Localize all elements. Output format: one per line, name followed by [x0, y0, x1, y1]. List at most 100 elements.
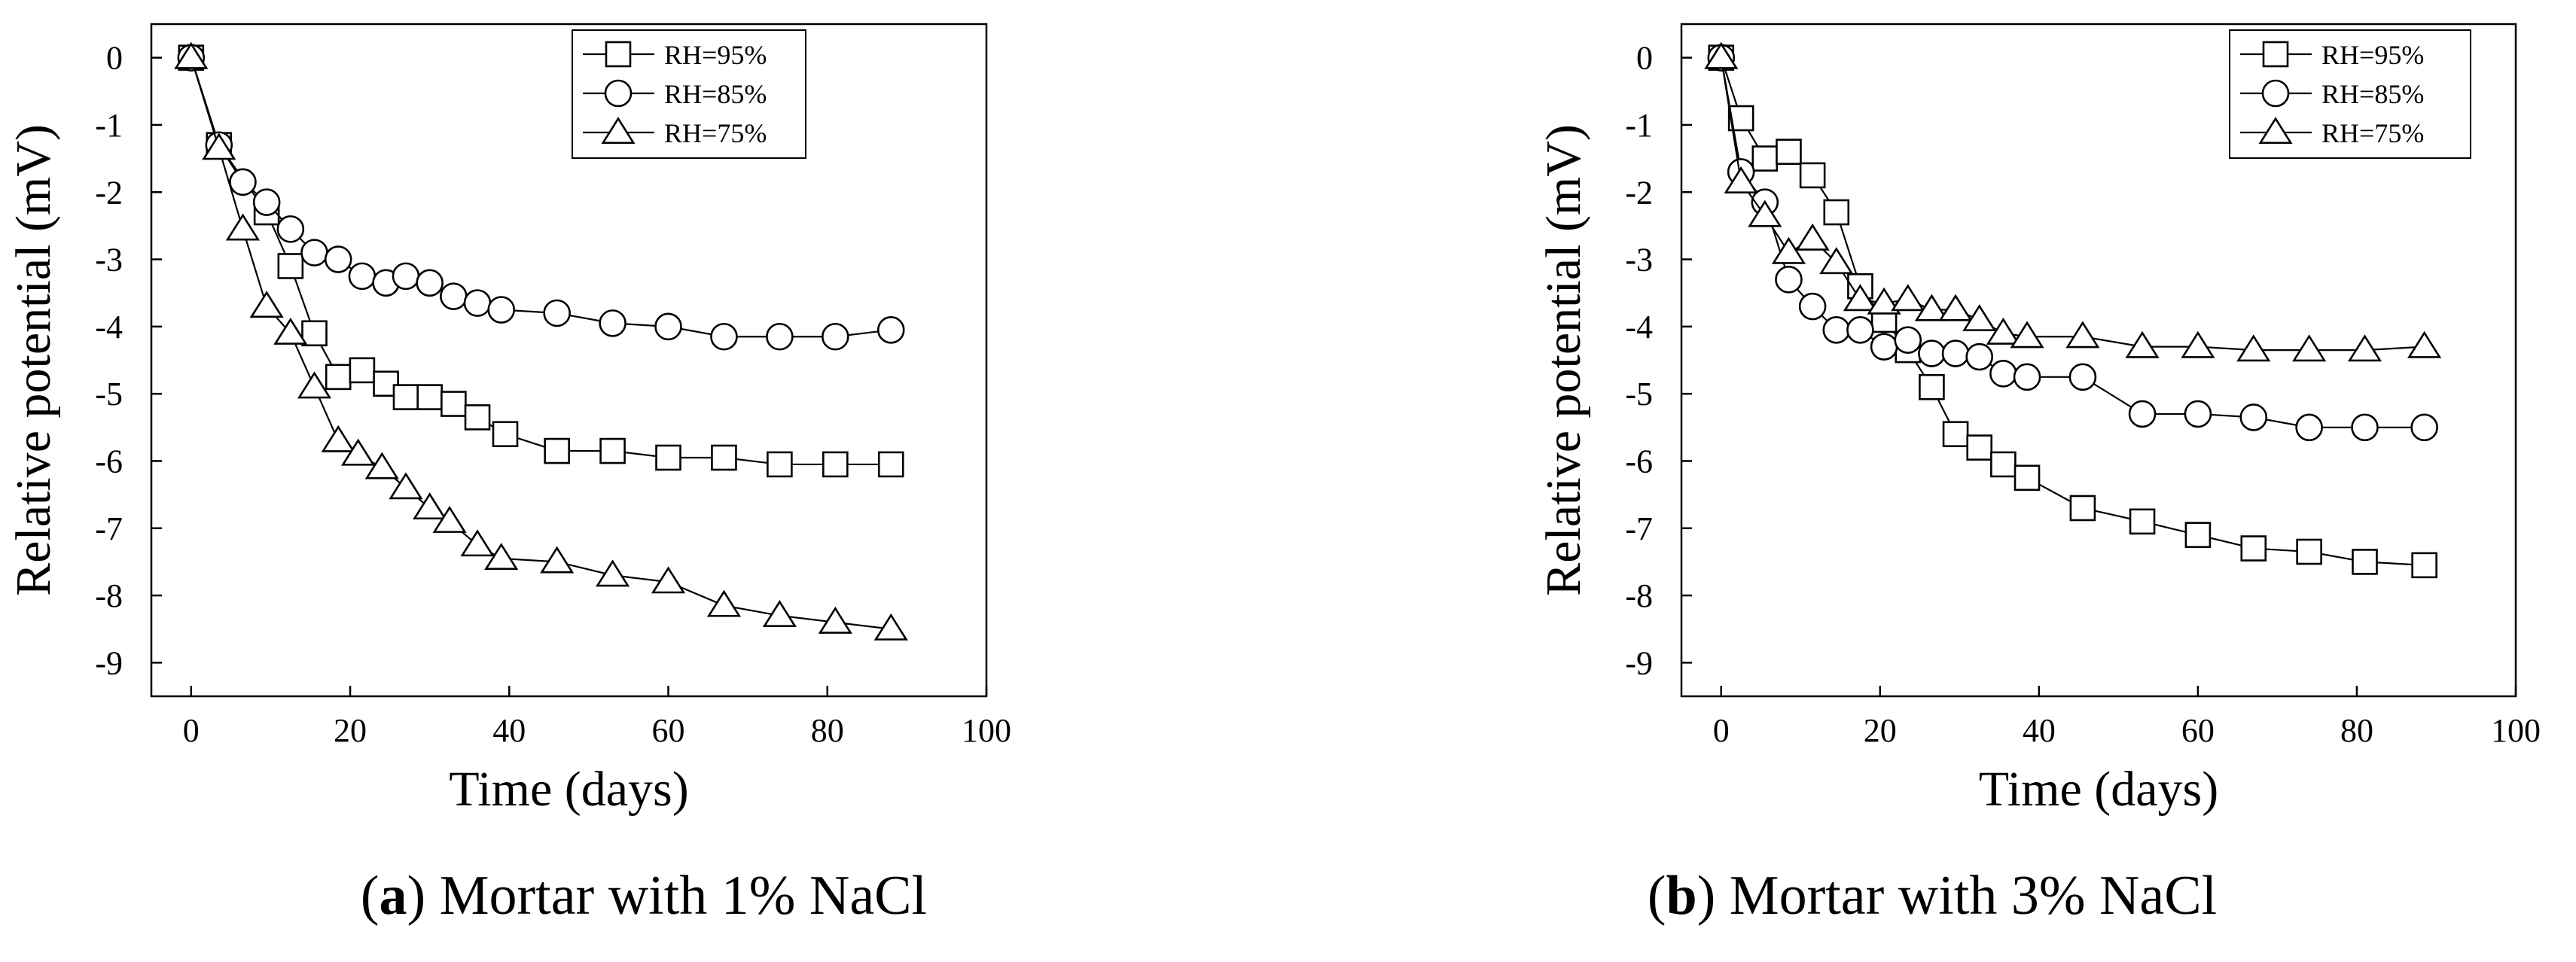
chart-b-series-square [1708, 44, 2437, 579]
chart-b-data-point [1799, 162, 1826, 189]
chart-a-caption-text: Mortar with 1% NaCl [439, 865, 928, 927]
chart-a-data-point [599, 309, 626, 337]
chart-a-legend-label: RH=75% [664, 118, 767, 148]
chart-b-legend-label: RH=95% [2321, 40, 2424, 70]
chart-b-y-axis-title: Relative potential (mV) [1536, 124, 1591, 596]
chart-a-data-point [324, 245, 352, 273]
chart-a-data-point [595, 559, 630, 587]
chart-b-data-point [1704, 41, 1739, 69]
chart-a-data-point [297, 371, 332, 399]
chart-b-data-point [1870, 333, 1898, 361]
chart-a-data-point [463, 289, 492, 317]
chart-b-data-point [1751, 145, 1779, 172]
chart-b-y-tick-label: -1 [1625, 107, 1653, 144]
chart-a-legend-marker [601, 117, 636, 145]
chart-b-data-point [2411, 552, 2437, 579]
chart-b-data-point [1867, 287, 1901, 315]
chart-b-data-point [1919, 373, 1945, 400]
chart-b-data-point [2351, 413, 2379, 442]
chart-b-y-tick-label: -8 [1625, 577, 1653, 614]
chart-b-data-point [2129, 508, 2156, 535]
chart-b-x-tick-label: 20 [1864, 712, 1897, 749]
chart-a-data-point [487, 296, 516, 324]
chart-b-data-point [1942, 421, 1969, 448]
chart-b-data-point [2296, 538, 2322, 565]
chart-a-data-point [432, 505, 467, 533]
chart-b-y-tick-label: -7 [1625, 510, 1653, 547]
chart-b-data-point [2128, 400, 2157, 428]
chart-b-data-point [1846, 316, 1874, 344]
chart-b-caption: (b) Mortar with 3% NaCl [1647, 865, 2218, 927]
chart-b-legend: RH=95% RH=85% RH=75% [2229, 29, 2471, 159]
chart-panel-a: 0 20 40 60 80 100 0 -1 -2 -3 -4 -5 -6 -7 -8 -9 Time (day… [6, 23, 1011, 927]
chart-b-data-point [1891, 284, 1925, 312]
chart-a-data-point [599, 437, 626, 464]
chart-b-legend-label: RH=75% [2321, 118, 2424, 148]
chart-b-data-point [2407, 330, 2442, 358]
chart-a-legend-label: RH=85% [664, 79, 767, 109]
chart-b-data-point [1775, 266, 1803, 294]
chart-a-data-point [341, 438, 376, 466]
chart-b-caption-text: Mortar with 3% NaCl [1729, 865, 2218, 927]
chart-a-data-point [818, 606, 852, 634]
chart-b-legend-marker [2261, 79, 2290, 108]
chart-b-data-point [1823, 199, 1850, 226]
chart-panel-b: 0 20 40 60 80 100 0 -1 -2 -3 -4 -5 -6 -7 -8 -9 Time (day… [1288, 0, 2576, 962]
chart-a-y-tick-label: -5 [95, 376, 123, 413]
chart-a-y-tick-label: -8 [95, 577, 123, 614]
chart-a-data-point [321, 425, 355, 452]
chart-a-data-point [876, 316, 905, 344]
chart-a-data-point [651, 566, 686, 594]
chart-b-data-point [2295, 413, 2323, 442]
chart-b-x-tick-label: 40 [2023, 712, 2056, 749]
chart-b-data-point [1776, 139, 1802, 165]
chart-b-legend-marker [2262, 41, 2289, 68]
chart-a-legend: RH=95% RH=85% RH=75% [572, 29, 806, 159]
chart-a-plot-frame [150, 23, 988, 698]
chart-a-data-point [277, 253, 304, 279]
chart-a-data-point [822, 451, 849, 478]
chart-a-data-point [706, 589, 742, 617]
chart-b-plot-frame [1680, 23, 2517, 698]
chart-b-data-point [2236, 334, 2271, 362]
chart-a-data-point [492, 421, 519, 448]
chart-a-data-point [440, 282, 468, 310]
chart-a-data-point [441, 391, 467, 417]
chart-b-legend-marker [2258, 117, 2293, 145]
chart-a-data-point [460, 529, 495, 557]
chart-b-data-point [2068, 363, 2097, 391]
chart-b-y-tick-label: -3 [1625, 242, 1653, 279]
chart-a-data-point [349, 357, 376, 384]
chart-b-x-axis-title: Time (days) [1979, 762, 2218, 817]
chart-a-data-point [300, 239, 328, 266]
chart-b-series-triangle [1704, 41, 2442, 362]
chart-a-legend-label: RH=95% [664, 40, 767, 70]
chart-b-y-tick-label: -5 [1625, 376, 1653, 413]
chart-a-data-point [822, 322, 849, 351]
chart-a-data-point [766, 322, 794, 351]
chart-b-data-point [2069, 495, 2096, 522]
chart-a-data-point [325, 364, 352, 391]
chart-a-y-tick-label: -1 [95, 107, 123, 144]
chart-a-x-tick-label: 40 [492, 712, 526, 749]
chart-b-data-point [1894, 326, 1922, 355]
chart-a-x-tick-label: 60 [652, 712, 685, 749]
chart-a-data-point [416, 269, 444, 297]
chart-a-y-tick-label: -7 [95, 510, 123, 547]
chart-a-x-tick-label: 20 [334, 712, 367, 749]
chart-b-legend-label: RH=85% [2321, 79, 2424, 109]
chart-a-x-axis-title: Time (days) [449, 762, 688, 817]
chart-b-data-point [2010, 321, 2044, 349]
chart-a-series-circle [177, 44, 905, 351]
chart-a-x-tick-label: 100 [962, 712, 1011, 749]
chart-a-data-point [416, 384, 443, 410]
chart-b-y-tick-label: -9 [1625, 644, 1653, 681]
chart-a-data-point [873, 613, 908, 641]
chart-a-data-point [252, 188, 281, 216]
chart-b-data-point [2184, 400, 2212, 428]
chart-a-legend-marker [605, 41, 632, 68]
chart-a-caption: (a) Mortar with 1% NaCl [360, 865, 928, 927]
chart-a-data-point [543, 299, 571, 327]
chart-a-y-tick-label: -4 [95, 309, 123, 346]
chart-b-data-point [1990, 451, 2017, 478]
